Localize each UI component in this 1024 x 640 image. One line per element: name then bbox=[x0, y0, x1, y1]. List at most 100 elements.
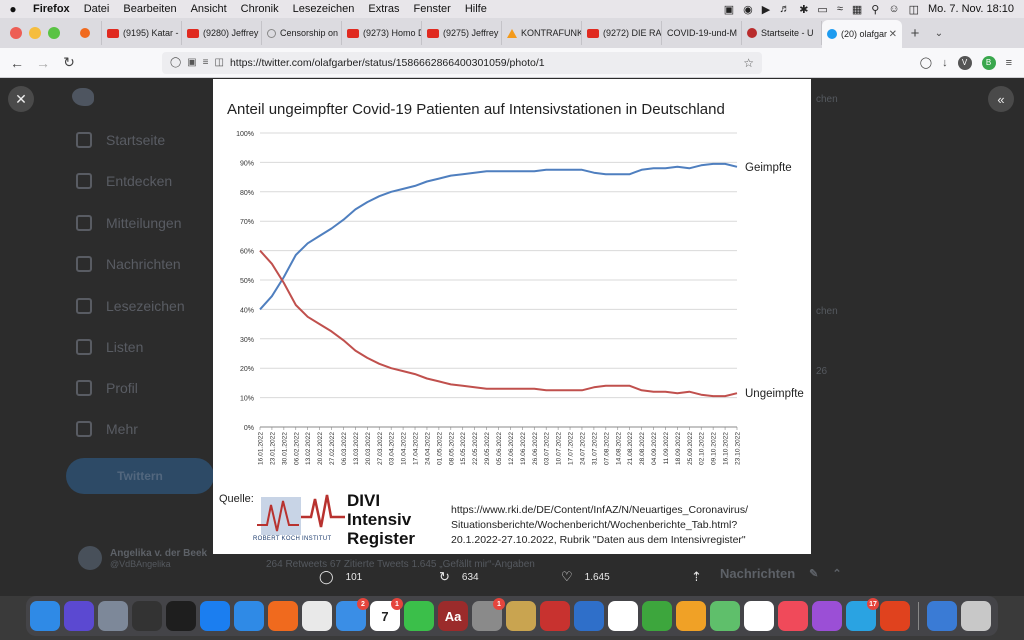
menu-item-lesezeichen[interactable]: Lesezeichen bbox=[292, 3, 355, 15]
bluetooth-icon[interactable]: ✱ bbox=[799, 3, 809, 16]
menu-item-ansicht[interactable]: Ansicht bbox=[190, 3, 227, 15]
url-text[interactable]: https://twitter.com/olafgarber/status/15… bbox=[229, 56, 545, 69]
dock-photos-icon[interactable] bbox=[744, 601, 774, 631]
dock-firefox-2-icon[interactable] bbox=[880, 601, 910, 631]
dock-maps-icon[interactable] bbox=[710, 601, 740, 631]
dock-activity-monitor-icon[interactable] bbox=[166, 601, 196, 631]
battery-icon[interactable]: ▭ bbox=[817, 3, 828, 16]
dock-finder-icon[interactable] bbox=[30, 601, 60, 631]
control-center-icon[interactable]: ▦ bbox=[851, 3, 863, 16]
dock-numbers-icon[interactable] bbox=[642, 601, 672, 631]
menu-item-hilfe[interactable]: Hilfe bbox=[464, 3, 487, 15]
dock-keynote-icon[interactable] bbox=[608, 601, 638, 631]
list-tabs-button[interactable]: ⌄ bbox=[934, 27, 944, 39]
tab-6[interactable]: (9272) DIE RA bbox=[582, 21, 662, 45]
user-icon[interactable]: ☺ bbox=[888, 3, 900, 15]
reply-button[interactable]: ◯ 101 bbox=[319, 569, 362, 585]
profile-icon bbox=[76, 380, 92, 396]
new-message-icon[interactable]: ✎ bbox=[809, 568, 819, 580]
url-bar[interactable]: ◯ ▣ ≡ ◫ https://twitter.com/olafgarber/s… bbox=[162, 51, 762, 74]
dock-system-preferences-icon[interactable]: 1 bbox=[472, 598, 505, 631]
dock-dictionary-icon[interactable]: Aa bbox=[438, 601, 468, 631]
like-button[interactable]: ♡ 1.645 bbox=[561, 569, 610, 585]
menu-item-chronik[interactable]: Chronik bbox=[240, 3, 279, 15]
dock-downloads-icon[interactable] bbox=[927, 601, 957, 631]
tab-pinned-firefox[interactable] bbox=[72, 21, 102, 45]
dock-safari-icon[interactable] bbox=[234, 601, 264, 631]
tab-label: (9195) Katar - bbox=[123, 28, 179, 38]
download-icon[interactable]: ↓ bbox=[942, 56, 948, 69]
extension-avatar-b[interactable]: B bbox=[981, 55, 996, 70]
x-tick-label: 11.09.2022 bbox=[663, 432, 670, 465]
dock-podcasts-icon[interactable] bbox=[812, 601, 842, 631]
back-button[interactable]: ← bbox=[10, 54, 24, 71]
notification-icon[interactable]: ◫ bbox=[908, 3, 919, 16]
dock-telegram-icon[interactable]: 17 bbox=[846, 598, 879, 631]
display-icon[interactable]: ▣ bbox=[723, 3, 735, 16]
dock-firefox-icon[interactable] bbox=[268, 601, 298, 631]
permissions-icon[interactable]: ≡ bbox=[202, 57, 209, 68]
dock-facetime-icon[interactable] bbox=[404, 601, 434, 631]
nav-label: Mitteilungen bbox=[106, 215, 182, 231]
tab-3[interactable]: (9273) Homo D bbox=[342, 21, 422, 45]
menu-item-datei[interactable]: Datei bbox=[83, 3, 110, 15]
reload-button[interactable]: ↻ bbox=[63, 54, 75, 70]
minimize-window-button[interactable] bbox=[29, 27, 41, 39]
messages-drawer[interactable]: Nachrichten ✎ ⌃ bbox=[720, 566, 842, 581]
menu-clock[interactable]: Mo. 7. Nov. 18:10 bbox=[927, 3, 1014, 15]
new-tab-button[interactable]: + bbox=[910, 24, 920, 42]
tab-7[interactable]: COVID-19-und-M bbox=[662, 21, 742, 45]
tab-5[interactable]: KONTRAFUNK bbox=[502, 21, 582, 45]
nav-label: Entdecken bbox=[106, 173, 173, 189]
dock-trash-icon[interactable] bbox=[961, 601, 991, 631]
dock-chrome-icon[interactable] bbox=[302, 601, 332, 631]
forward-button[interactable]: → bbox=[36, 54, 50, 71]
dock-launchpad-icon[interactable] bbox=[98, 601, 128, 631]
lock-icon[interactable]: ▣ bbox=[187, 57, 197, 68]
x-tick-label: 10.07.2022 bbox=[556, 432, 563, 465]
tab-2[interactable]: Censorship on bbox=[262, 21, 342, 45]
expand-icon[interactable]: ⌃ bbox=[832, 568, 842, 580]
shield-icon[interactable]: ◯ bbox=[170, 57, 182, 68]
menu-item-bearbeiten[interactable]: Bearbeiten bbox=[123, 3, 177, 15]
volume-icon[interactable]: ♬ bbox=[779, 3, 791, 15]
menu-item-firefox[interactable]: Firefox bbox=[33, 3, 70, 15]
close-photo-button[interactable]: ✕ bbox=[8, 86, 34, 112]
menu-icon[interactable]: ≡ bbox=[1005, 56, 1012, 69]
dock-pages-icon[interactable] bbox=[676, 601, 706, 631]
dock-mission-control-icon[interactable] bbox=[132, 601, 162, 631]
dock-keychain-icon[interactable] bbox=[506, 601, 536, 631]
dock-openoffice-icon[interactable] bbox=[574, 601, 604, 631]
menu-item-fenster[interactable]: Fenster bbox=[413, 3, 451, 15]
close-window-button[interactable] bbox=[10, 27, 22, 39]
record-icon[interactable]: ◉ bbox=[743, 3, 753, 16]
extension-avatar-v[interactable]: V bbox=[957, 55, 972, 70]
dock-app-store-icon[interactable] bbox=[200, 601, 230, 631]
dock-siri-icon[interactable] bbox=[64, 601, 94, 631]
tab-8[interactable]: Startseite - U bbox=[742, 21, 822, 45]
wifi-icon[interactable]: ≈ bbox=[836, 3, 843, 15]
apple-icon[interactable]: ● bbox=[9, 2, 17, 16]
notification-blocked-icon[interactable]: ◫ bbox=[214, 57, 224, 68]
share-button[interactable]: ⇡ bbox=[691, 569, 702, 585]
collapse-panel-button[interactable]: « bbox=[988, 86, 1014, 112]
twitter-nav-listen: Listen bbox=[76, 339, 143, 355]
tab-0[interactable]: (9195) Katar - bbox=[102, 21, 182, 45]
tab-4[interactable]: (9275) Jeffrey bbox=[422, 21, 502, 45]
dock-music-icon[interactable] bbox=[778, 601, 808, 631]
bookmark-star-icon[interactable]: ☆ bbox=[743, 55, 754, 70]
close-tab-icon[interactable]: ✕ bbox=[888, 28, 897, 40]
zoom-window-button[interactable] bbox=[48, 27, 60, 39]
tab-1[interactable]: (9280) Jeffrey bbox=[182, 21, 262, 45]
tab-active-twitter[interactable]: (20) olafgar ✕ bbox=[822, 20, 902, 48]
dock-photo-booth-icon[interactable] bbox=[540, 601, 570, 631]
pocket-icon[interactable]: ◯ bbox=[919, 57, 933, 69]
x-tick-label: 20.03.2022 bbox=[365, 432, 372, 465]
search-icon[interactable]: ⚲ bbox=[871, 3, 880, 16]
menu-item-extras[interactable]: Extras bbox=[368, 3, 400, 15]
firefox-icon bbox=[79, 28, 90, 38]
play-icon[interactable]: ▶ bbox=[761, 3, 771, 16]
dock-mail-icon[interactable]: 2 bbox=[336, 598, 369, 631]
retweet-button[interactable]: ↻ 634 bbox=[439, 569, 479, 585]
